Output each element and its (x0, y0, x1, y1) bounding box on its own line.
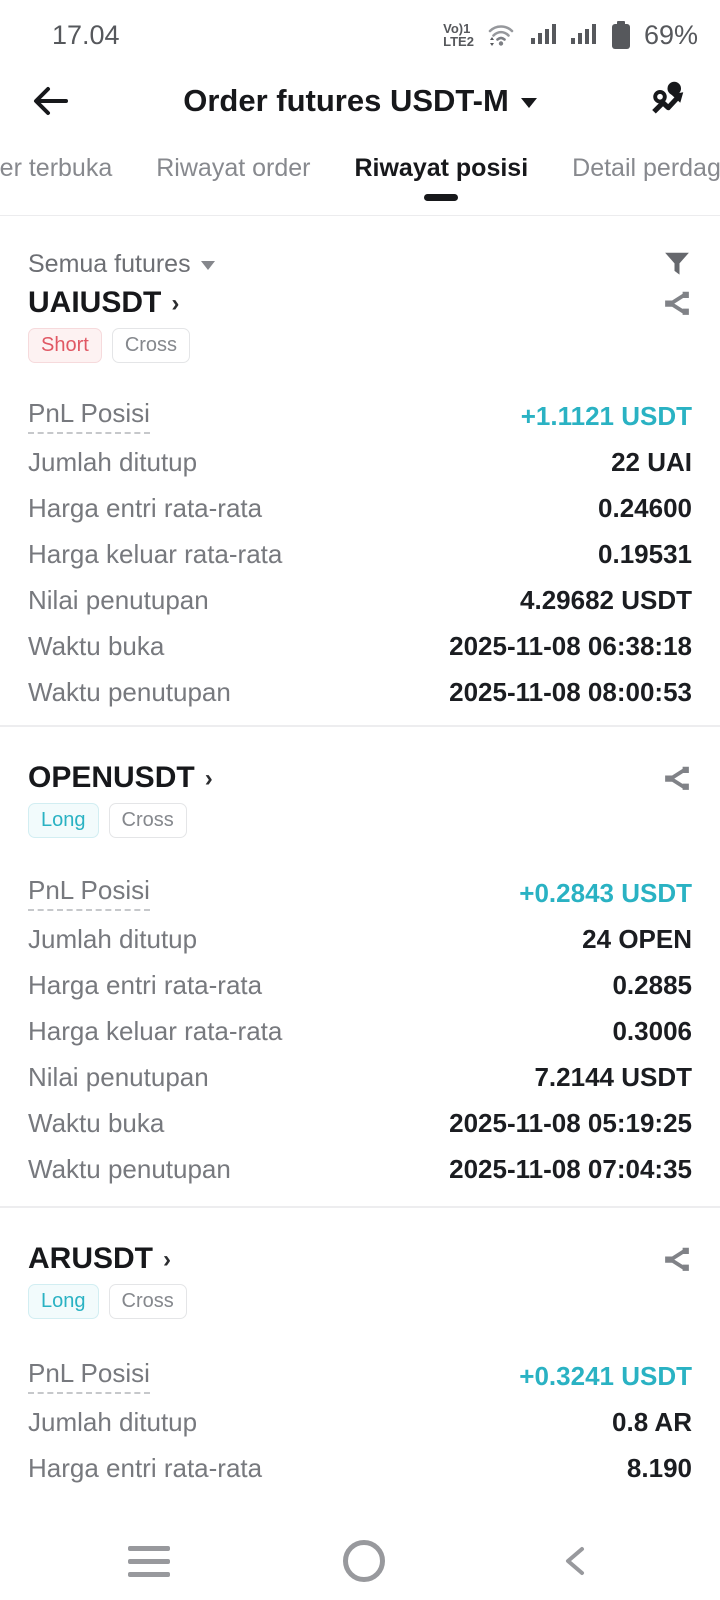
tab-riwayat-posisi[interactable]: Riwayat posisi (354, 154, 528, 201)
pnl-value: +0.3241 USDT (519, 1360, 692, 1391)
side-badge: Long (28, 803, 99, 838)
status-bar: 17.04 Vo)1 LTE2 69% (0, 0, 720, 58)
closed-amount-row: Jumlah ditutup 0.8 AR (28, 1406, 692, 1437)
avg-exit-price-row: Harga keluar rata-rata 0.3006 (28, 1015, 692, 1046)
chevron-down-icon (520, 98, 537, 108)
position-card: ARUSDT › Long Cross PnL Posisi +0.3241 US… (28, 1238, 692, 1491)
row-label[interactable]: PnL Posisi (28, 398, 150, 434)
battery-percent: 69% (643, 19, 698, 50)
open-time-row: Waktu buka 2025-11-08 05:19:25 (28, 1107, 692, 1138)
tab-order-terbuka[interactable]: Order terbuka (0, 154, 113, 182)
tab-detail-perdagangan[interactable]: Detail perdagangan (572, 154, 720, 182)
side-badge: Short (28, 328, 102, 363)
signal-bars-icon-1 (530, 24, 556, 44)
pnl-row: PnL Posisi +0.3241 USDT (28, 1353, 692, 1399)
recents-button[interactable] (128, 1545, 170, 1577)
chevron-right-icon: › (204, 765, 213, 792)
battery-icon (611, 21, 630, 49)
pnl-value: +0.2843 USDT (519, 877, 692, 908)
signal-bars-icon-2 (570, 24, 596, 44)
page-title: Order futures USDT-M (183, 83, 509, 118)
back-nav-button[interactable] (558, 1542, 592, 1580)
margin-mode-badge: Cross (111, 328, 191, 363)
tab-riwayat-order[interactable]: Riwayat order (156, 154, 311, 182)
position-card: UAIUSDT › Short Cross PnL Posisi +1.1121 … (28, 282, 692, 715)
divider (0, 725, 720, 727)
share-icon[interactable] (662, 288, 692, 318)
position-card: OPENUSDT › Long Cross PnL Posisi +0.2843 … (28, 757, 692, 1192)
symbol-link[interactable]: OPENUSDT › (28, 761, 213, 794)
share-icon[interactable] (662, 1244, 692, 1274)
futures-filter-dropdown[interactable]: Semua futures (28, 250, 215, 279)
row-label[interactable]: PnL Posisi (28, 1358, 150, 1394)
chevron-right-icon: › (171, 290, 180, 317)
row-label[interactable]: PnL Posisi (28, 875, 150, 911)
android-navigation-bar (0, 1522, 720, 1600)
home-button[interactable] (343, 1540, 385, 1582)
clock: 17.04 (52, 19, 120, 50)
open-time-row: Waktu buka 2025-11-08 06:38:18 (28, 630, 692, 661)
margin-mode-badge: Cross (108, 1284, 187, 1319)
back-button[interactable] (30, 79, 74, 123)
avg-entry-price-row: Harga entri rata-rata 0.24600 (28, 492, 692, 523)
avg-exit-price-row: Harga keluar rata-rata 0.19531 (28, 538, 692, 569)
closed-amount-row: Jumlah ditutup 22 UAI (28, 446, 692, 477)
wifi-icon (488, 25, 514, 46)
margin-mode-badge: Cross (108, 803, 187, 838)
tab-bar: Order terbuka Riwayat order Riwayat posi… (0, 144, 720, 216)
transfer-icon (652, 81, 684, 114)
close-value-row: Nilai penutupan 7.2144 USDT (28, 1061, 692, 1092)
share-icon[interactable] (662, 763, 692, 793)
back-arrow-icon (34, 87, 68, 115)
chevron-down-icon (200, 261, 215, 270)
position-history-list: Semua futures UAIUSDT › Short Cross Pn (0, 246, 720, 1491)
volte-indicator: Vo)1 LTE2 (443, 21, 474, 49)
avg-entry-price-row: Harga entri rata-rata 0.2885 (28, 969, 692, 1000)
symbol-link[interactable]: ARUSDT › (28, 1242, 171, 1275)
symbol-link[interactable]: UAIUSDT › (28, 286, 180, 319)
close-time-row: Waktu penutupan 2025-11-08 07:04:35 (28, 1153, 692, 1184)
avg-entry-price-row: Harga entri rata-rata 8.190 (28, 1452, 692, 1483)
filter-row: Semua futures (28, 246, 692, 282)
pnl-value: +1.1121 USDT (520, 400, 692, 431)
close-value-row: Nilai penutupan 4.29682 USDT (28, 584, 692, 615)
divider (0, 1206, 720, 1208)
header: Order futures USDT-M (0, 58, 720, 144)
title-dropdown[interactable]: Order futures USDT-M (0, 83, 720, 119)
chevron-right-icon: › (163, 1246, 171, 1273)
close-time-row: Waktu penutupan 2025-11-08 08:00:53 (28, 676, 692, 707)
pnl-row: PnL Posisi +0.2843 USDT (28, 870, 692, 916)
active-tab-indicator (424, 194, 459, 201)
filter-icon[interactable] (662, 249, 692, 279)
transfer-button[interactable] (648, 78, 690, 125)
pnl-row: PnL Posisi +1.1121 USDT (28, 393, 692, 439)
side-badge: Long (28, 1284, 99, 1319)
closed-amount-row: Jumlah ditutup 24 OPEN (28, 923, 692, 954)
